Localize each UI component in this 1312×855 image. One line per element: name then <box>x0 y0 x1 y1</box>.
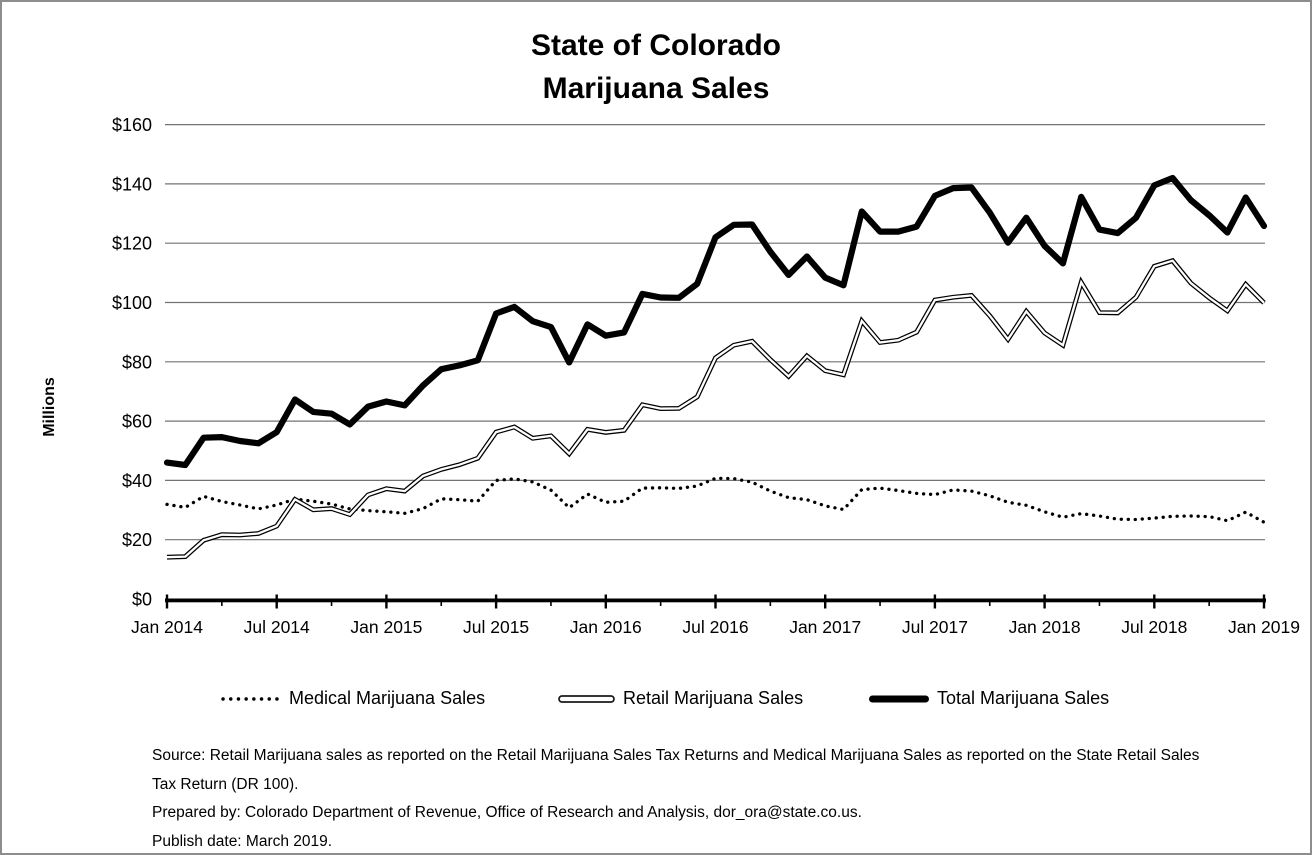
chart-title-line-1: State of Colorado <box>530 29 781 62</box>
y-axis-tick-label: $160 <box>112 115 152 135</box>
x-axis-tick-label: Jan 2017 <box>789 617 861 637</box>
source-line-4: Publish date: March 2019. <box>152 832 333 850</box>
legend-label-total: Total Marijuana Sales <box>937 688 1110 708</box>
y-axis-title: Millions <box>41 377 58 437</box>
chart-title: State of Colorado Marijuana Sales <box>2 24 1310 110</box>
y-axis-tick-label: $0 <box>132 590 152 610</box>
x-axis-tick-label: Jul 2014 <box>244 617 310 637</box>
chart-title-line-2: Marijuana Sales <box>542 72 770 105</box>
y-axis-tick-label: $140 <box>112 174 152 194</box>
x-axis-tick-label: Jan 2019 <box>1228 617 1300 637</box>
legend-label-medical: Medical Marijuana Sales <box>289 688 486 708</box>
source-line-2: Tax Return (DR 100). <box>152 775 299 793</box>
legend-label-retail: Retail Marijuana Sales <box>623 688 804 708</box>
x-axis-tick-label: Jul 2017 <box>902 617 968 637</box>
y-axis-tick-label: $60 <box>122 412 152 432</box>
legend-item-medical: Medical Marijuana Sales <box>220 688 485 709</box>
x-axis-tick-label: Jul 2015 <box>463 617 529 637</box>
y-axis-tick-label: $80 <box>122 352 152 372</box>
x-axis-tick-label: Jan 2016 <box>570 617 642 637</box>
total-thick-line-icon <box>869 695 929 702</box>
source-notes: Source: Retail Marijuana sales as report… <box>152 742 1200 853</box>
legend-item-retail: Retail Marijuana Sales <box>558 688 803 709</box>
medical-dotted-line-icon <box>221 696 281 701</box>
y-axis-tick-label: $40 <box>122 471 152 491</box>
total-series-line <box>163 174 1268 469</box>
x-axis-tick-label: Jan 2015 <box>350 617 422 637</box>
source-line-3: Prepared by: Colorado Department of Reve… <box>152 804 862 821</box>
source-line-1: Source: Retail Marijuana sales as report… <box>152 747 1200 764</box>
x-axis-tick-label: Jan 2018 <box>1009 617 1081 637</box>
retail-series-line-outline <box>166 257 1266 560</box>
retail-double-line-icon <box>558 694 615 703</box>
x-axis-tick-label: Jul 2018 <box>1121 617 1187 637</box>
retail-series-line-core <box>166 259 1265 559</box>
y-axis-tick-label: $20 <box>122 530 152 550</box>
medical-series-line <box>165 476 1266 524</box>
y-axis-tick-label: $120 <box>112 234 152 254</box>
y-axis-tick-label: $100 <box>112 293 152 313</box>
x-axis-tick-label: Jan 2014 <box>131 617 203 637</box>
x-axis-tick-label: Jul 2016 <box>682 617 748 637</box>
legend-item-total: Total Marijuana Sales <box>868 688 1109 709</box>
